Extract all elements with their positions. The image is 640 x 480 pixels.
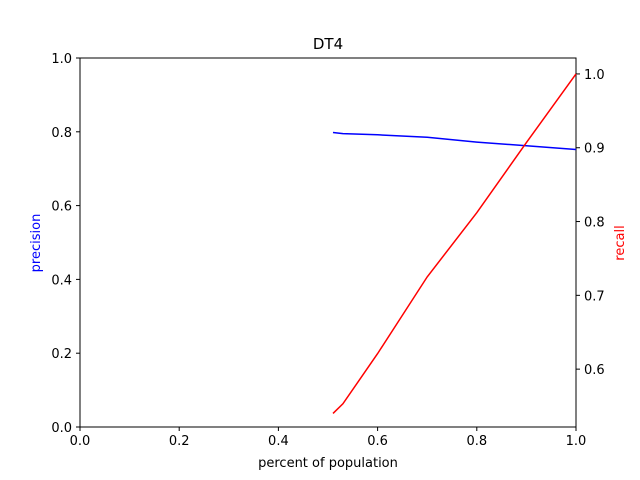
y-right-tick-label: 0.9: [584, 142, 605, 157]
x-tick-label: 0.4: [268, 434, 289, 449]
y-left-tick-label: 0.6: [51, 200, 72, 215]
y-right-tick-label: 0.8: [584, 216, 605, 231]
x-tick-label: 0.8: [466, 434, 487, 449]
y-right-tick-label: 0.7: [584, 289, 605, 304]
y-right-tick-label: 0.6: [584, 363, 605, 378]
x-tick-label: 0.6: [367, 434, 388, 449]
y-left-tick-label: 0.2: [51, 347, 72, 362]
x-tick-label: 0.2: [169, 434, 190, 449]
y-left-tick-label: 0.4: [51, 273, 72, 288]
x-tick-label: 0.0: [70, 434, 91, 449]
x-axis: 0.0 0.2 0.4 0.6 0.8 1.0: [70, 427, 587, 449]
y-axis-left: 0.0 0.2 0.4 0.6 0.8 1.0: [51, 52, 80, 436]
x-axis-label: percent of population: [258, 456, 398, 471]
y-left-tick-label: 0.8: [51, 126, 72, 141]
x-tick-label: 1.0: [566, 434, 587, 449]
y-left-tick-label: 0.0: [51, 421, 72, 436]
y-right-axis-label: recall: [613, 225, 628, 260]
y-left-tick-label: 1.0: [51, 52, 72, 67]
y-right-tick-label: 1.0: [584, 68, 605, 83]
precision-line: [332, 131, 577, 151]
plot-frame: [79, 57, 577, 428]
y-axis-right: 0.6 0.7 0.8 0.9 1.0: [576, 68, 605, 378]
y-left-axis-label: precision: [29, 214, 44, 273]
chart-title: DT4: [313, 35, 343, 53]
recall-line: [332, 73, 577, 414]
